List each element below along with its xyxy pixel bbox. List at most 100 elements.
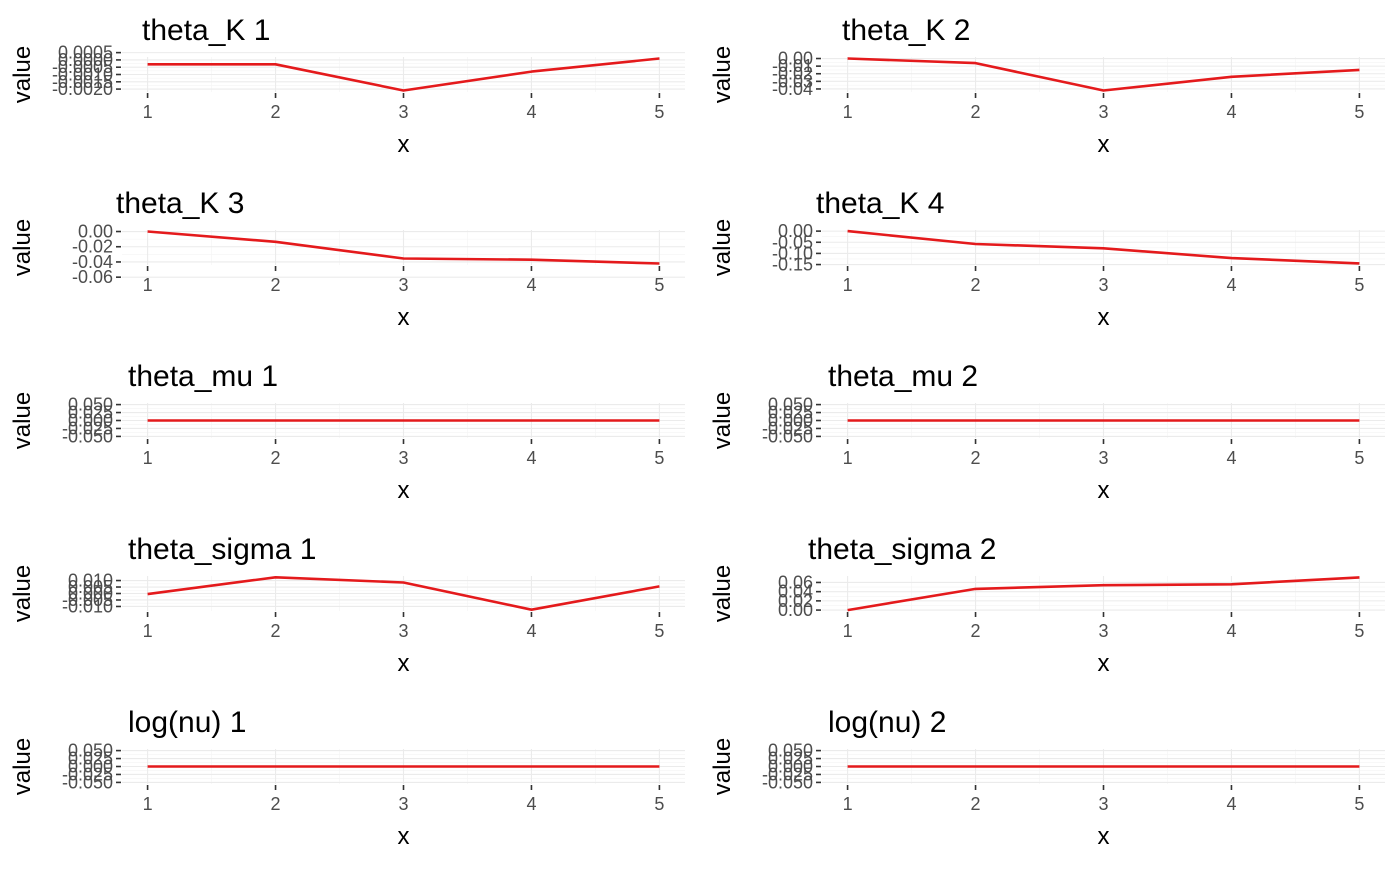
x-tick-label: 1 <box>843 794 853 814</box>
x-tick-label: 5 <box>654 448 664 468</box>
panel-title: theta_K 3 <box>116 187 244 220</box>
x-tick-label: 2 <box>971 102 981 122</box>
y-tick-label: -0.04 <box>772 79 813 99</box>
y-axis-label: value <box>709 738 736 795</box>
y-tick-label: -0.050 <box>62 772 113 792</box>
y-tick-label: -0.050 <box>762 426 813 446</box>
x-tick-label: 1 <box>143 621 153 641</box>
x-tick-label: 3 <box>1098 448 1108 468</box>
x-tick-label: 5 <box>654 621 664 641</box>
x-tick-label: 5 <box>654 275 664 295</box>
x-tick-label: 3 <box>1098 275 1108 295</box>
x-tick-label: 5 <box>1354 794 1364 814</box>
x-axis-label: x <box>398 131 410 158</box>
x-tick-label: 4 <box>1226 102 1236 122</box>
x-tick-label: 4 <box>1226 621 1236 641</box>
x-tick-label: 2 <box>271 102 281 122</box>
x-tick-label: 4 <box>1226 275 1236 295</box>
x-tick-label: 4 <box>526 448 536 468</box>
y-axis-label: value <box>709 565 736 622</box>
x-tick-label: 3 <box>398 448 408 468</box>
y-axis-label: value <box>9 46 36 103</box>
x-tick-label: 2 <box>971 448 981 468</box>
x-tick-label: 2 <box>971 621 981 641</box>
x-axis-label: x <box>398 477 410 504</box>
panel-title: log(nu) 1 <box>128 706 246 739</box>
panel-title: log(nu) 2 <box>828 706 946 739</box>
y-axis-label: value <box>9 392 36 449</box>
x-tick-label: 1 <box>143 275 153 295</box>
x-tick-label: 2 <box>971 275 981 295</box>
x-axis-label: x <box>1098 477 1110 504</box>
x-axis-label: x <box>1098 304 1110 331</box>
x-tick-label: 3 <box>398 102 408 122</box>
x-tick-label: 3 <box>1098 621 1108 641</box>
x-axis-label: x <box>398 650 410 677</box>
x-tick-label: 5 <box>1354 275 1364 295</box>
y-axis-label: value <box>709 46 736 103</box>
x-tick-label: 3 <box>1098 794 1108 814</box>
y-tick-label: 0.00 <box>778 600 813 620</box>
panel-title: theta_K 2 <box>842 14 970 47</box>
x-tick-label: 5 <box>654 102 664 122</box>
x-tick-label: 1 <box>843 102 853 122</box>
x-tick-label: 5 <box>654 794 664 814</box>
x-tick-label: 4 <box>526 621 536 641</box>
x-tick-label: 5 <box>1354 102 1364 122</box>
x-axis-label: x <box>398 304 410 331</box>
panel-title: theta_mu 1 <box>128 360 278 393</box>
x-tick-label: 1 <box>843 275 853 295</box>
x-axis-label: x <box>1098 131 1110 158</box>
x-tick-label: 3 <box>398 794 408 814</box>
y-axis-label: value <box>9 738 36 795</box>
x-axis-label: x <box>1098 650 1110 677</box>
x-tick-label: 2 <box>271 448 281 468</box>
y-tick-label: -0.050 <box>762 772 813 792</box>
x-tick-label: 2 <box>271 621 281 641</box>
x-tick-label: 5 <box>1354 448 1364 468</box>
x-tick-label: 5 <box>1354 621 1364 641</box>
x-tick-label: 2 <box>271 275 281 295</box>
x-tick-label: 3 <box>1098 102 1108 122</box>
x-tick-label: 4 <box>526 794 536 814</box>
x-axis-label: x <box>398 823 410 850</box>
y-axis-label: value <box>709 392 736 449</box>
x-tick-label: 2 <box>271 794 281 814</box>
x-tick-label: 1 <box>143 448 153 468</box>
y-tick-label: -0.06 <box>72 267 113 287</box>
panel-title: theta_K 1 <box>142 14 270 47</box>
y-tick-label: -0.050 <box>62 426 113 446</box>
x-tick-label: 3 <box>398 275 408 295</box>
x-axis-label: x <box>1098 823 1110 850</box>
x-tick-label: 4 <box>1226 794 1236 814</box>
x-tick-label: 4 <box>526 102 536 122</box>
y-axis-label: value <box>9 565 36 622</box>
x-tick-label: 1 <box>843 448 853 468</box>
y-axis-label: value <box>709 219 736 276</box>
y-tick-label: -0.0020 <box>52 79 113 99</box>
y-tick-label: -0.15 <box>772 255 813 275</box>
x-tick-label: 1 <box>143 102 153 122</box>
y-axis-label: value <box>9 219 36 276</box>
x-tick-label: 2 <box>971 794 981 814</box>
x-tick-label: 3 <box>398 621 408 641</box>
panel-1: 0.00050.0000-0.0005-0.0010-0.0015-0.0020… <box>9 14 685 158</box>
panel-title: theta_mu 2 <box>828 360 978 393</box>
x-tick-label: 1 <box>143 794 153 814</box>
y-tick-label: -0.010 <box>62 596 113 616</box>
x-tick-label: 1 <box>843 621 853 641</box>
panel-title: theta_K 4 <box>816 187 944 220</box>
panel-title: theta_sigma 1 <box>128 533 316 566</box>
x-tick-label: 4 <box>526 275 536 295</box>
